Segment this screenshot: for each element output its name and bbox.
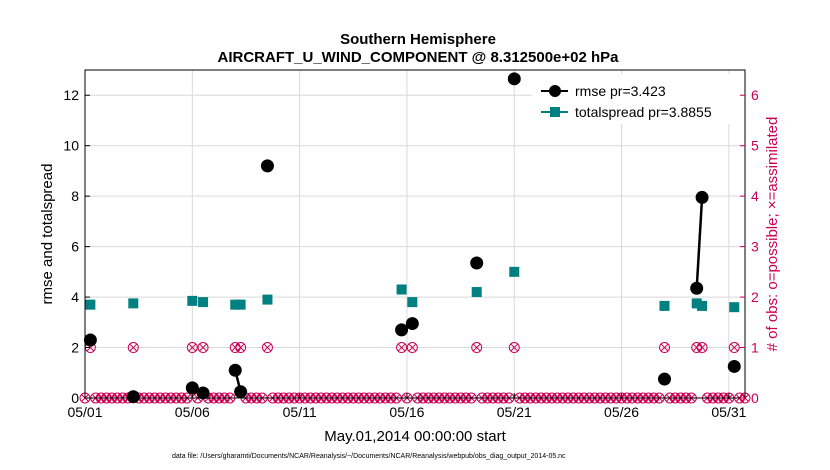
rmse-point xyxy=(126,390,140,404)
y-right-tick-label: 1 xyxy=(751,340,759,356)
y-right-tick-label: 0 xyxy=(751,390,759,406)
rmse-point xyxy=(405,317,419,331)
rmse-point xyxy=(695,190,709,204)
rmse-point xyxy=(470,256,484,270)
x-tick-label: 05/01 xyxy=(67,404,102,420)
y-axis-label-right: # of obs: o=possible; ×=assimilated xyxy=(764,117,781,352)
y-tick-label: 4 xyxy=(71,289,79,305)
x-tick-label: 05/26 xyxy=(604,404,639,420)
x-tick-label: 05/21 xyxy=(497,404,532,420)
obs-count-marker xyxy=(406,342,418,354)
totalspread-point xyxy=(407,297,418,308)
plot-frame xyxy=(84,69,746,399)
x-axis-label: May.01,2014 00:00:00 start xyxy=(324,428,506,445)
totalspread-point xyxy=(85,299,96,310)
totalspread-point xyxy=(128,298,139,309)
y-tick-label: 2 xyxy=(71,340,79,356)
rmse-point xyxy=(395,323,409,337)
legend-totalspread-label: totalspread pr=3.8855 xyxy=(575,104,712,120)
rmse-point xyxy=(727,359,741,373)
y-tick-label: 0 xyxy=(71,390,79,406)
chart-title-line2: AIRCRAFT_U_WIND_COMPONENT @ 8.312500e+02… xyxy=(218,49,620,66)
totalspread-point xyxy=(396,284,407,295)
obs-count-marker xyxy=(261,342,273,354)
totalspread-point xyxy=(262,294,273,305)
footnote: data file: /Users/gharamti/Documents/NCA… xyxy=(172,453,566,460)
chart-title-line1: Southern Hemisphere xyxy=(340,31,496,48)
rmse-point xyxy=(196,386,210,400)
totalspread-point xyxy=(659,300,670,311)
obs-count-marker xyxy=(235,342,247,354)
rmse-point xyxy=(234,385,248,399)
totalspread-point xyxy=(729,302,740,313)
obs-count-marker xyxy=(508,342,520,354)
y-right-tick-label: 6 xyxy=(751,87,759,103)
totalspread-point xyxy=(198,297,209,308)
rmse-line xyxy=(695,197,704,289)
obs-count-marker xyxy=(471,342,483,354)
obs-count-marker xyxy=(659,342,671,354)
rmse-point xyxy=(658,372,672,386)
obs-count-marker xyxy=(127,342,139,354)
y-right-tick-label: 4 xyxy=(751,188,759,204)
rmse-point xyxy=(690,281,704,295)
y-right-tick-label: 2 xyxy=(751,289,759,305)
obs-count-marker xyxy=(696,342,708,354)
legend-box xyxy=(532,74,740,124)
y-right-tick-label: 3 xyxy=(751,239,759,255)
rmse-point xyxy=(83,333,97,347)
rmse-point xyxy=(260,159,274,173)
x-tick-label: 05/16 xyxy=(389,404,424,420)
y-tick-label: 10 xyxy=(63,138,79,154)
totalspread-point xyxy=(691,298,702,309)
legend-totalspread-marker xyxy=(550,107,560,117)
totalspread-point xyxy=(697,300,708,311)
x-tick-label: 05/11 xyxy=(283,404,317,420)
totalspread-point xyxy=(509,266,520,277)
totalspread-point xyxy=(230,299,241,310)
y-right-tick-label: 5 xyxy=(751,138,759,154)
x-tick-label: 05/31 xyxy=(711,404,746,420)
totalspread-point xyxy=(187,295,198,306)
y-axis-label: rmse and totalspread xyxy=(39,164,56,305)
obs-count-marker xyxy=(186,342,198,354)
rmse-point xyxy=(507,72,521,86)
obs-count-marker xyxy=(396,342,408,354)
y-tick-label: 6 xyxy=(71,239,79,255)
obs-count-marker xyxy=(197,342,209,354)
x-tick-label: 05/06 xyxy=(175,404,210,420)
legend: rmse pr=3.423 totalspread pr=3.8855 xyxy=(532,74,740,124)
obs-count-marker xyxy=(728,342,740,354)
legend-rmse-label: rmse pr=3.423 xyxy=(575,83,666,99)
rmse-point xyxy=(228,363,242,377)
y-tick-label: 8 xyxy=(71,188,79,204)
totalspread-point xyxy=(235,299,246,310)
rmse-point xyxy=(185,381,199,395)
totalspread-point xyxy=(471,287,482,298)
y-tick-label: 12 xyxy=(63,87,79,103)
legend-rmse-marker xyxy=(549,85,561,97)
